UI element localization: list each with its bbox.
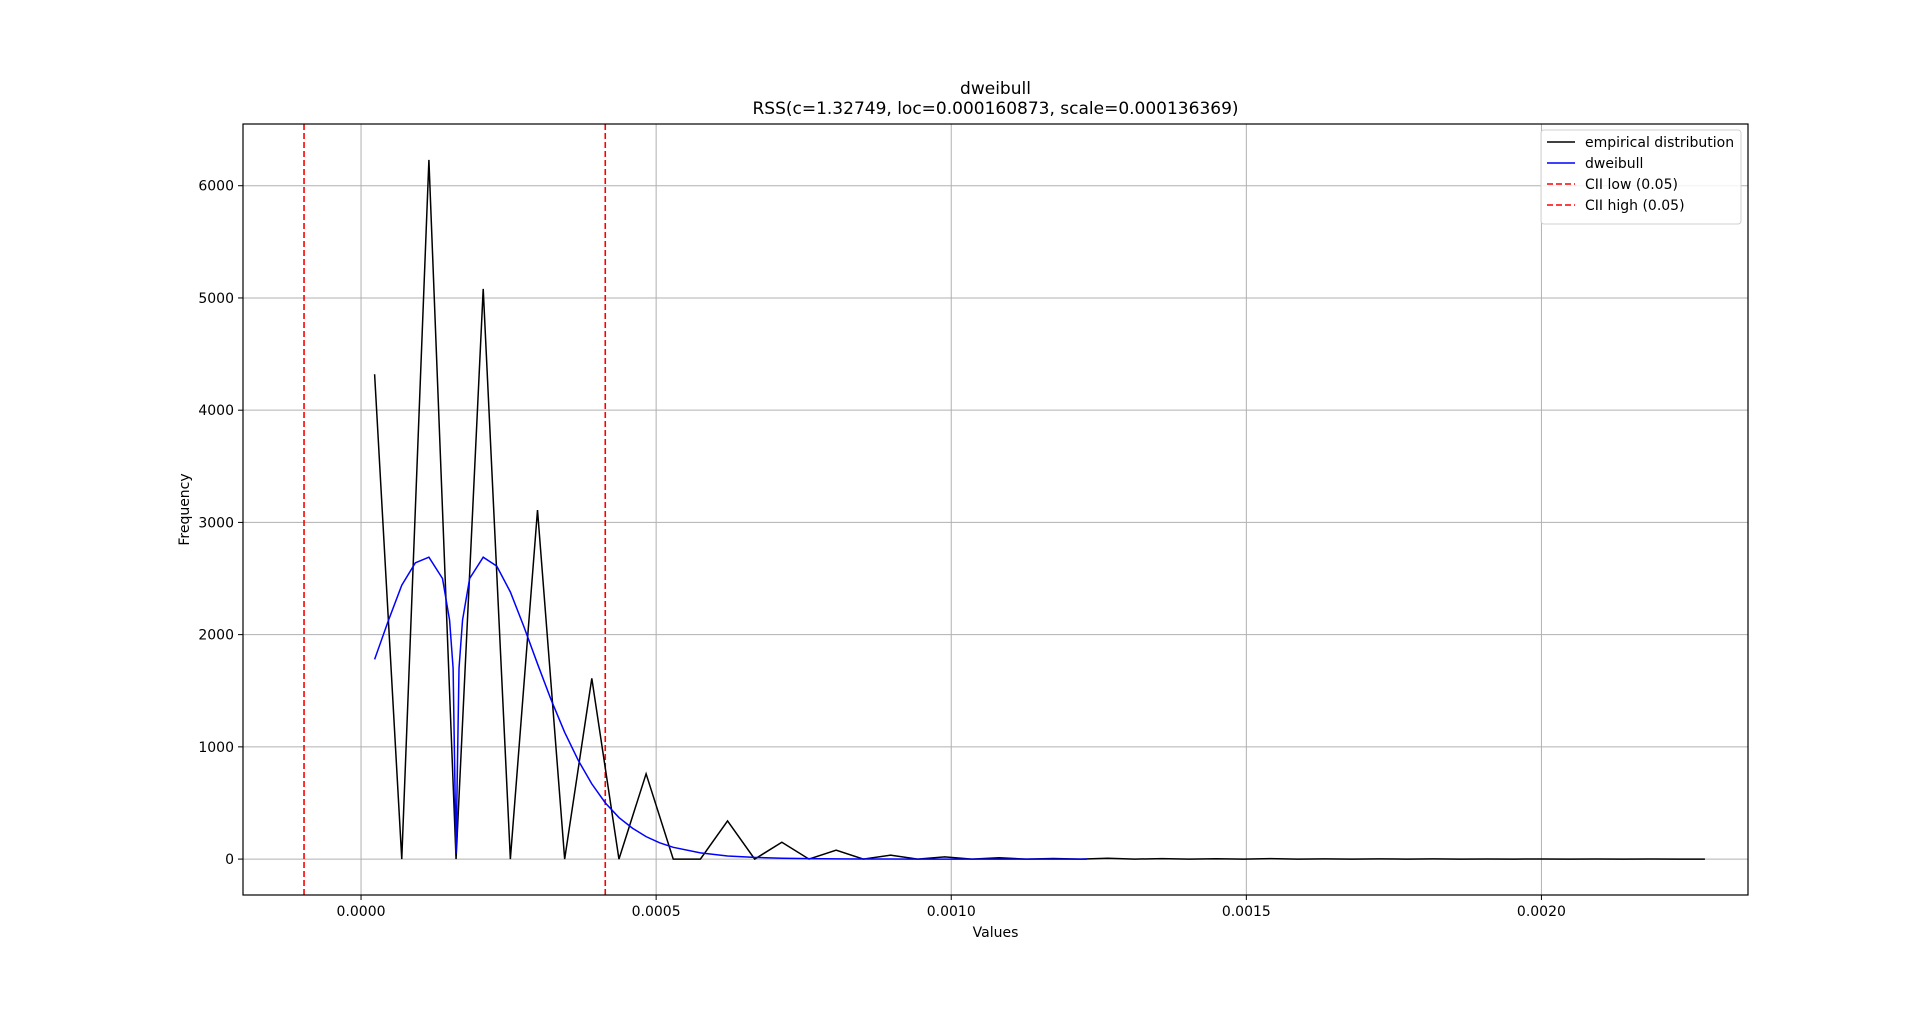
y-tick-label: 6000 [198,179,234,195]
y-tick-label: 3000 [198,515,234,531]
data-lines [303,124,1705,895]
y-tick-label: 0 [225,852,234,868]
x-tick-label: 0.0020 [1517,904,1566,920]
series-line-1 [373,556,1087,860]
legend-label: dweibull [1585,156,1643,172]
plot-area [303,124,1705,895]
chart-subtitle: RSS(c=1.32749, loc=0.000160873, scale=0.… [752,99,1238,119]
legend-label: empirical distribution [1585,135,1734,151]
x-axis-label: Values [973,925,1019,941]
legend-box [1540,129,1742,225]
axis-ticks: 0.0000 0.0005 0.0010 0.0015 0.0020 0 1000 2000 3… [198,179,1566,920]
legend: empirical distribution dweibull CII low (0… [1540,129,1742,225]
y-tick-label: 2000 [198,628,234,644]
plot-frame [242,123,1749,896]
x-tick-label: 0.0000 [337,904,386,920]
series-line-0 [373,159,1705,861]
y-axis-label: Frequency [177,473,193,545]
x-tick-label: 0.0010 [927,904,976,920]
y-tick-label: 5000 [198,291,234,307]
y-tick-label: 1000 [198,740,234,756]
legend-label: CII high (0.05) [1585,198,1685,214]
x-tick-label: 0.0015 [1222,904,1271,920]
legend-label: CII low (0.05) [1585,177,1678,193]
y-tick-label: 4000 [198,403,234,419]
grid [243,124,1748,895]
x-tick-label: 0.0005 [632,904,681,920]
chart-title: dweibull [960,79,1031,99]
